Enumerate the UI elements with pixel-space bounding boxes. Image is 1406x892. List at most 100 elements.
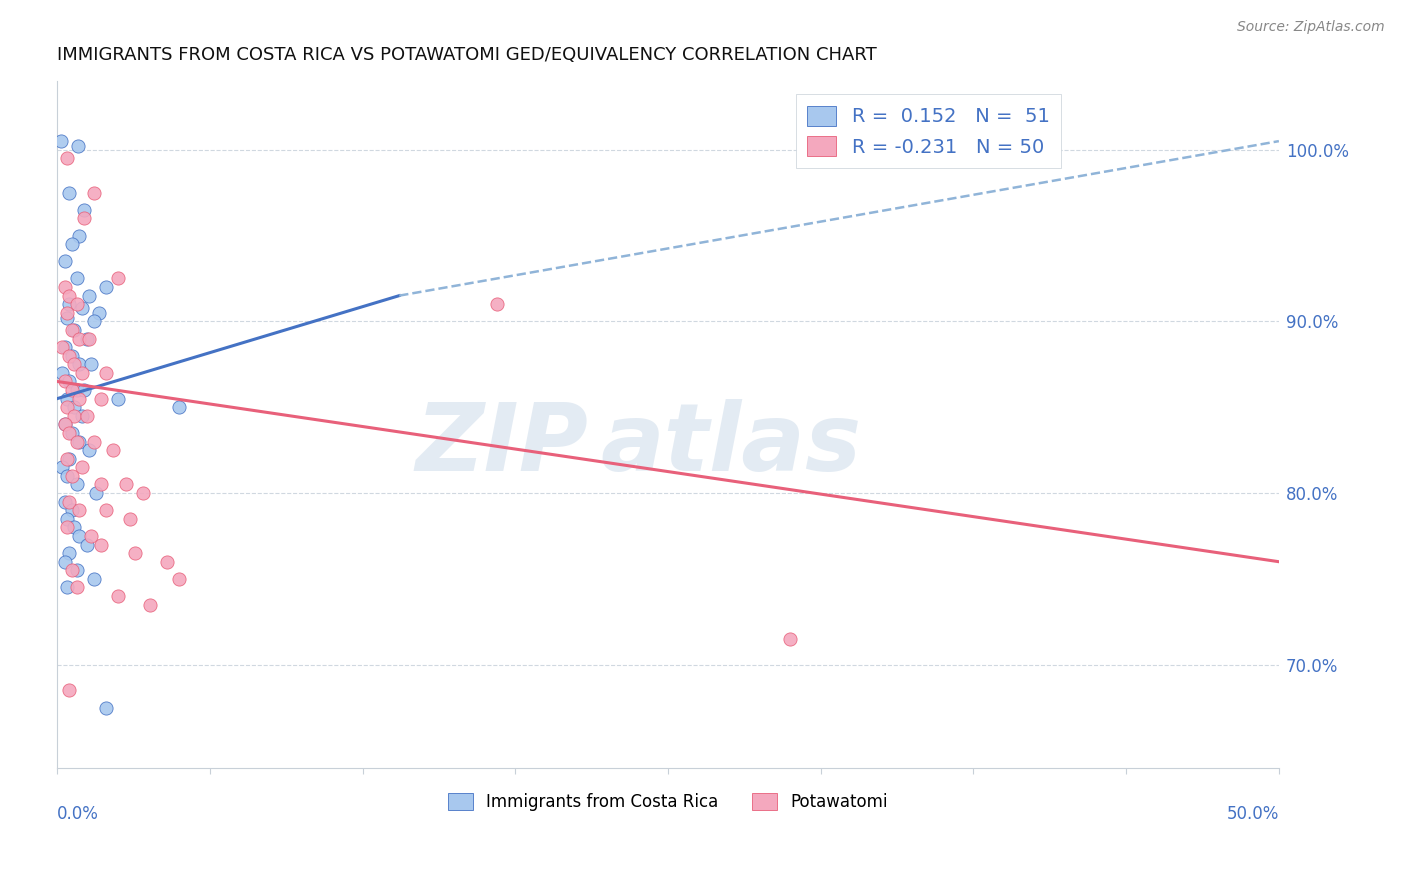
Point xyxy=(56,151,79,165)
Point xyxy=(107,589,129,603)
Point xyxy=(56,468,79,483)
Point xyxy=(80,357,103,371)
Point xyxy=(58,297,80,311)
Point xyxy=(66,563,89,577)
Point xyxy=(76,332,98,346)
Point xyxy=(60,323,83,337)
Point xyxy=(485,297,508,311)
Point xyxy=(53,280,76,294)
Point xyxy=(56,520,79,534)
Point xyxy=(73,202,96,217)
Point xyxy=(83,434,105,449)
Point xyxy=(60,237,83,252)
Point xyxy=(779,632,801,646)
Text: 0.0%: 0.0% xyxy=(58,805,98,823)
Point xyxy=(58,375,80,389)
Point xyxy=(56,512,79,526)
Point xyxy=(67,529,90,543)
Point xyxy=(58,425,80,440)
Point xyxy=(87,306,110,320)
Y-axis label: GED/Equivalency: GED/Equivalency xyxy=(0,353,8,495)
Point xyxy=(83,572,105,586)
Point xyxy=(53,555,76,569)
Point xyxy=(76,537,98,551)
Point xyxy=(58,683,80,698)
Point xyxy=(70,366,93,380)
Point xyxy=(66,139,89,153)
Point xyxy=(94,280,117,294)
Point xyxy=(53,375,76,389)
Point xyxy=(51,340,73,354)
Point xyxy=(84,486,107,500)
Point xyxy=(156,555,179,569)
Point xyxy=(53,494,76,508)
Point xyxy=(58,349,80,363)
Point xyxy=(53,417,76,432)
Point xyxy=(94,700,117,714)
Point xyxy=(53,340,76,354)
Point xyxy=(114,477,136,491)
Point xyxy=(77,443,100,458)
Point xyxy=(63,409,86,423)
Point xyxy=(56,306,79,320)
Text: atlas: atlas xyxy=(600,399,862,491)
Point xyxy=(49,134,72,148)
Point xyxy=(66,581,89,595)
Point xyxy=(90,537,112,551)
Point xyxy=(77,288,100,302)
Point xyxy=(70,409,93,423)
Point xyxy=(139,598,162,612)
Legend: R =  0.152   N =  51, R = -0.231   N = 50: R = 0.152 N = 51, R = -0.231 N = 50 xyxy=(796,95,1062,169)
Point xyxy=(83,186,105,200)
Point xyxy=(51,366,73,380)
Point xyxy=(67,434,90,449)
Point xyxy=(66,477,89,491)
Point xyxy=(56,401,79,415)
Point xyxy=(58,546,80,560)
Point xyxy=(51,460,73,475)
Point xyxy=(60,468,83,483)
Point xyxy=(56,451,79,466)
Point xyxy=(60,563,83,577)
Point xyxy=(94,366,117,380)
Point xyxy=(67,357,90,371)
Text: ZIP: ZIP xyxy=(416,399,589,491)
Point xyxy=(90,392,112,406)
Point xyxy=(76,409,98,423)
Point xyxy=(63,357,86,371)
Point xyxy=(60,425,83,440)
Point xyxy=(120,512,142,526)
Point xyxy=(66,383,89,397)
Text: IMMIGRANTS FROM COSTA RICA VS POTAWATOMI GED/EQUIVALENCY CORRELATION CHART: IMMIGRANTS FROM COSTA RICA VS POTAWATOMI… xyxy=(58,46,877,64)
Point xyxy=(169,572,191,586)
Text: Source: ZipAtlas.com: Source: ZipAtlas.com xyxy=(1237,20,1385,34)
Point xyxy=(70,301,93,315)
Point xyxy=(67,332,90,346)
Point xyxy=(66,434,89,449)
Point xyxy=(58,494,80,508)
Point xyxy=(58,451,80,466)
Point xyxy=(58,288,80,302)
Point xyxy=(53,417,76,432)
Point xyxy=(67,228,90,243)
Point xyxy=(107,271,129,285)
Point xyxy=(103,443,125,458)
Point xyxy=(63,520,86,534)
Point xyxy=(60,383,83,397)
Point xyxy=(73,383,96,397)
Point xyxy=(56,392,79,406)
Point xyxy=(77,332,100,346)
Point xyxy=(56,581,79,595)
Point xyxy=(56,310,79,325)
Point xyxy=(73,211,96,226)
Point xyxy=(94,503,117,517)
Point xyxy=(63,323,86,337)
Point xyxy=(67,392,90,406)
Point xyxy=(66,297,89,311)
Point xyxy=(58,186,80,200)
Text: 50.0%: 50.0% xyxy=(1226,805,1279,823)
Point xyxy=(107,392,129,406)
Point xyxy=(60,503,83,517)
Point xyxy=(80,529,103,543)
Point xyxy=(60,349,83,363)
